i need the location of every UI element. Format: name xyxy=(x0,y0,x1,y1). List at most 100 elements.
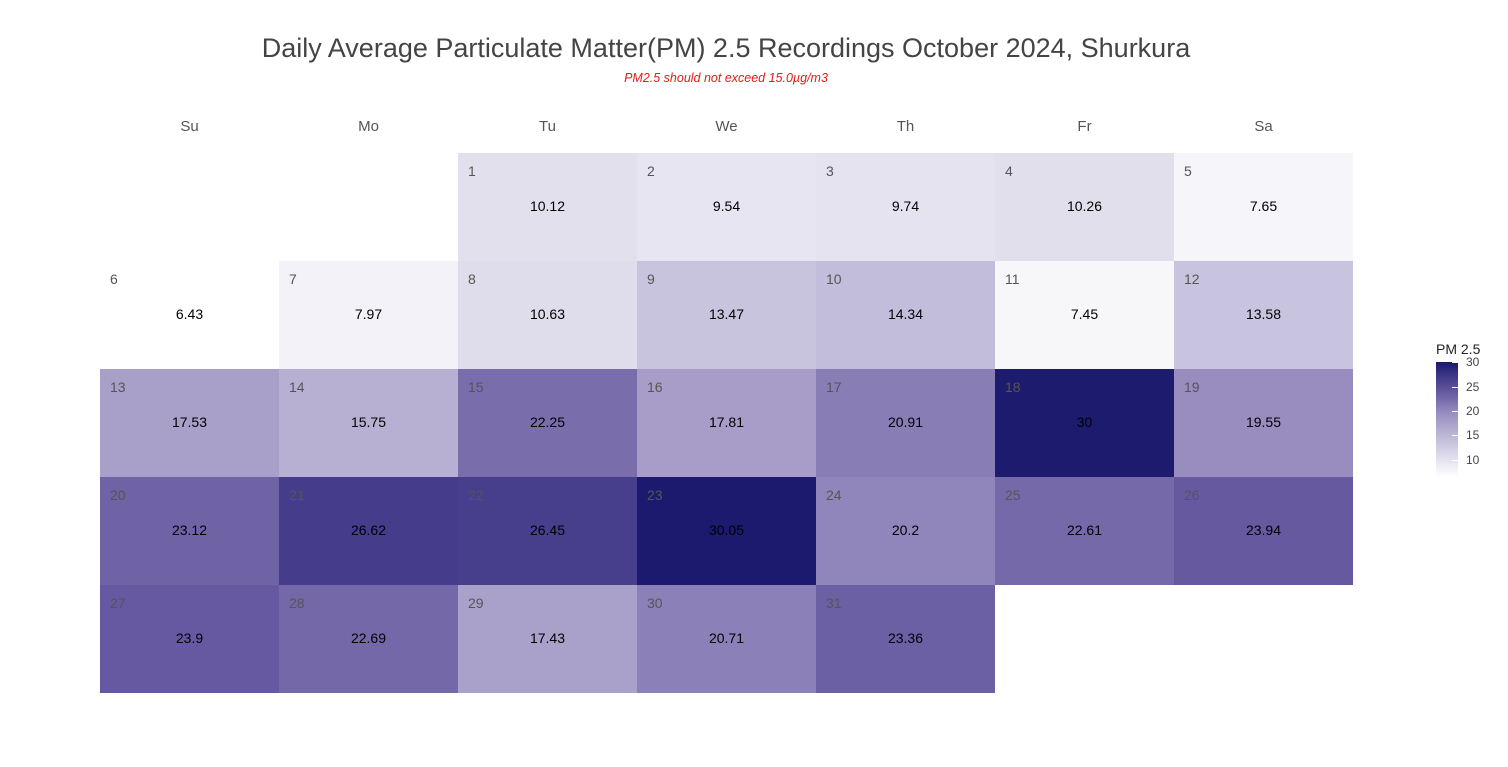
cell-day-number: 5 xyxy=(1184,163,1192,179)
cell-value-label: 6.43 xyxy=(175,306,204,322)
cell-value-label: 7.97 xyxy=(354,306,383,322)
cell-day-number: 25 xyxy=(1005,487,1021,503)
calendar-cell: 17 20.91 xyxy=(816,369,995,477)
cell-day-number: 20 xyxy=(110,487,126,503)
cell-day-number: 6 xyxy=(110,271,118,287)
weekday-header: Su xyxy=(180,118,199,135)
cell-value-label: 13.58 xyxy=(1245,306,1282,322)
calendar-cell: 29 17.43 xyxy=(458,585,637,693)
calendar-cell: 16 17.81 xyxy=(637,369,816,477)
weekday-header: Th xyxy=(896,118,915,135)
cell-day-number: 14 xyxy=(289,379,305,395)
cell-day-number: 29 xyxy=(468,595,484,611)
cell-day-number: 1 xyxy=(468,163,476,179)
calendar-cell: 30 20.71 xyxy=(637,585,816,693)
legend-tick-label: 25 xyxy=(1466,380,1480,394)
calendar-cell: 1 10.12 xyxy=(458,153,637,261)
legend-tick-mark xyxy=(1452,362,1458,363)
legend-tick-label: 20 xyxy=(1466,404,1480,418)
cell-day-number: 23 xyxy=(647,487,663,503)
calendar-cell: 13 17.53 xyxy=(100,369,279,477)
calendar-cell: 15 22.25 xyxy=(458,369,637,477)
cell-day-number: 24 xyxy=(826,487,842,503)
cell-day-number: 16 xyxy=(647,379,663,395)
cell-value-label: 17.43 xyxy=(529,630,566,646)
cell-day-number: 7 xyxy=(289,271,297,287)
cell-value-label: 22.25 xyxy=(529,414,566,430)
cell-day-number: 3 xyxy=(826,163,834,179)
calendar-cell: 3 9.74 xyxy=(816,153,995,261)
cell-value-label: 17.53 xyxy=(171,414,208,430)
cell-day-number: 27 xyxy=(110,595,126,611)
cell-value-label: 7.65 xyxy=(1249,198,1278,214)
cell-value-label: 20.91 xyxy=(887,414,924,430)
cell-value-label: 26.45 xyxy=(529,522,566,538)
legend-tick-mark xyxy=(1452,411,1458,412)
calendar-cell: 14 15.75 xyxy=(279,369,458,477)
calendar-cell: 12 13.58 xyxy=(1174,261,1353,369)
cell-day-number: 10 xyxy=(826,271,842,287)
legend-tick-mark xyxy=(1452,460,1458,461)
calendar-cell: 28 22.69 xyxy=(279,585,458,693)
cell-day-number: 28 xyxy=(289,595,305,611)
cell-day-number: 13 xyxy=(110,379,126,395)
legend-tick-label: 15 xyxy=(1466,428,1480,442)
cell-day-number: 2 xyxy=(647,163,655,179)
calendar-cell: 23 30.05 xyxy=(637,477,816,585)
cell-value-label: 10.12 xyxy=(529,198,566,214)
cell-value-label: 15.75 xyxy=(350,414,387,430)
chart-subtitle: PM2.5 should not exceed 15.0µg/m3 xyxy=(624,71,828,85)
cell-day-number: 17 xyxy=(826,379,842,395)
cell-value-label: 26.62 xyxy=(350,522,387,538)
cell-day-number: 9 xyxy=(647,271,655,287)
cell-day-number: 18 xyxy=(1005,379,1021,395)
calendar-cell: 18 30 xyxy=(995,369,1174,477)
cell-value-label: 30 xyxy=(1076,414,1093,430)
calendar-cell: 24 20.2 xyxy=(816,477,995,585)
cell-day-number: 8 xyxy=(468,271,476,287)
calendar-cell: 27 23.9 xyxy=(100,585,279,693)
calendar-cell: 2 9.54 xyxy=(637,153,816,261)
cell-value-label: 9.74 xyxy=(891,198,920,214)
weekday-header: Mo xyxy=(358,118,379,135)
weekday-header: Fr xyxy=(1077,118,1092,135)
cell-value-label: 13.47 xyxy=(708,306,745,322)
cell-value-label: 7.45 xyxy=(1070,306,1099,322)
calendar-cell: 11 7.45 xyxy=(995,261,1174,369)
cell-value-label: 30.05 xyxy=(708,522,745,538)
cell-value-label: 23.36 xyxy=(887,630,924,646)
cell-day-number: 19 xyxy=(1184,379,1200,395)
legend-tick-label: 30 xyxy=(1466,355,1480,369)
cell-day-number: 21 xyxy=(289,487,305,503)
calendar-cell: 26 23.94 xyxy=(1174,477,1353,585)
cell-value-label: 22.69 xyxy=(350,630,387,646)
calendar-cell: 4 10.26 xyxy=(995,153,1174,261)
cell-value-label: 20.71 xyxy=(708,630,745,646)
cell-value-label: 9.54 xyxy=(712,198,741,214)
cell-day-number: 4 xyxy=(1005,163,1013,179)
cell-value-label: 23.12 xyxy=(171,522,208,538)
calendar-cell: 5 7.65 xyxy=(1174,153,1353,261)
calendar-cell: 21 26.62 xyxy=(279,477,458,585)
weekday-header: We xyxy=(715,118,738,135)
calendar-cell: 10 14.34 xyxy=(816,261,995,369)
calendar-cell: 6 6.43 xyxy=(100,261,279,369)
calendar-cell: 7 7.97 xyxy=(279,261,458,369)
cell-value-label: 23.9 xyxy=(175,630,204,646)
cell-day-number: 15 xyxy=(468,379,484,395)
cell-value-label: 10.63 xyxy=(529,306,566,322)
calendar-cell: 31 23.36 xyxy=(816,585,995,693)
calendar-cell: 20 23.12 xyxy=(100,477,279,585)
calendar-cell: 19 19.55 xyxy=(1174,369,1353,477)
legend-tick-mark xyxy=(1452,387,1458,388)
cell-day-number: 26 xyxy=(1184,487,1200,503)
calendar-cell: 22 26.45 xyxy=(458,477,637,585)
legend-tick-mark xyxy=(1452,435,1458,436)
cell-value-label: 20.2 xyxy=(891,522,920,538)
cell-day-number: 30 xyxy=(647,595,663,611)
cell-value-label: 14.34 xyxy=(887,306,924,322)
chart-title: Daily Average Particulate Matter(PM) 2.5… xyxy=(261,33,1191,63)
cell-value-label: 19.55 xyxy=(1245,414,1282,430)
cell-value-label: 10.26 xyxy=(1066,198,1103,214)
